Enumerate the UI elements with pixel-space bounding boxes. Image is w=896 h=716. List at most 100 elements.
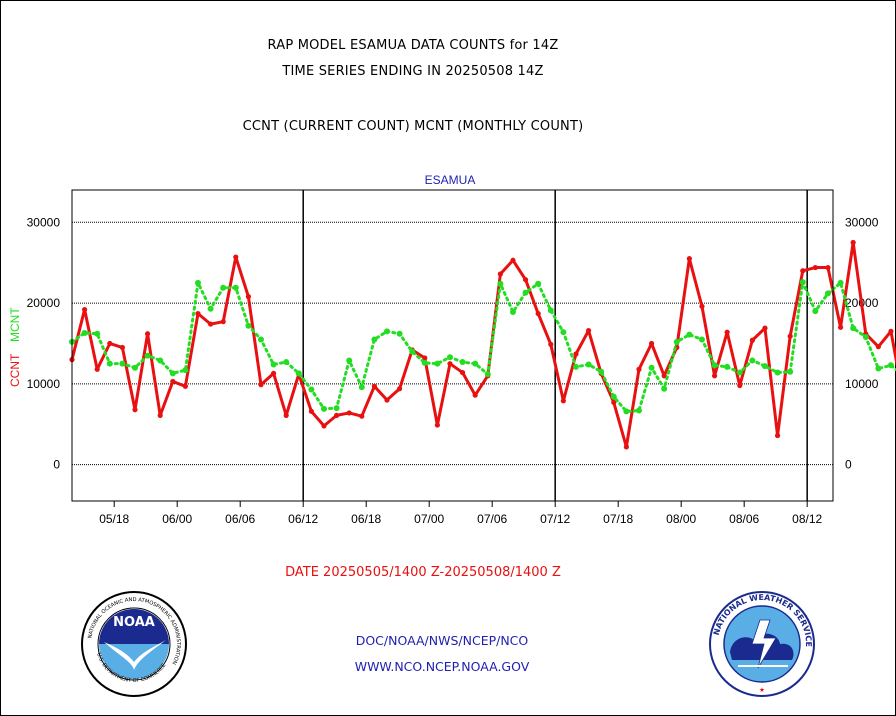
point-mcnt: [94, 330, 101, 337]
point-mcnt: [283, 359, 290, 366]
point-mcnt: [232, 284, 239, 291]
point-mcnt: [610, 393, 617, 400]
point-mcnt: [812, 308, 819, 315]
point-mcnt: [736, 369, 743, 376]
y-tick-label-left: 30000: [27, 215, 61, 229]
point-mcnt: [509, 308, 516, 315]
x-tick-label: 07/00: [414, 512, 444, 526]
point-mcnt: [308, 386, 315, 393]
y-tick-label-right: 30000: [845, 215, 879, 229]
point-ccnt: [762, 325, 768, 331]
point-ccnt: [359, 413, 365, 419]
point-mcnt: [182, 367, 189, 374]
point-mcnt: [484, 371, 491, 378]
point-ccnt: [283, 412, 289, 418]
point-ccnt: [459, 369, 466, 376]
point-ccnt: [434, 422, 440, 428]
point-ccnt: [270, 370, 277, 376]
point-mcnt: [169, 370, 176, 377]
point-ccnt: [321, 423, 327, 429]
point-ccnt: [157, 412, 163, 418]
point-mcnt: [131, 364, 138, 371]
point-mcnt: [572, 363, 579, 370]
point-mcnt: [446, 354, 453, 361]
data-series: [69, 239, 896, 450]
point-ccnt: [850, 239, 856, 246]
y-tick-label-right: 0: [845, 458, 852, 472]
point-mcnt: [547, 307, 554, 314]
point-mcnt: [862, 334, 869, 341]
nws-logo-icon: ★ NATIONAL WEATHER SERVICE: [709, 591, 815, 697]
point-mcnt: [799, 279, 806, 286]
point-mcnt: [598, 368, 605, 375]
x-tick-label: 08/00: [666, 512, 696, 526]
day-boundary-lines: [302, 190, 808, 501]
noaa-logo-label: NOAA: [113, 615, 155, 630]
point-mcnt: [320, 405, 327, 412]
point-ccnt: [875, 344, 881, 350]
point-mcnt: [887, 362, 894, 369]
chart-title-line-2: TIME SERIES ENDING IN 20250508 14Z: [282, 64, 544, 79]
point-ccnt: [472, 392, 478, 398]
plot-frame: [71, 189, 834, 502]
point-mcnt: [459, 359, 466, 366]
point-mcnt: [875, 365, 882, 372]
y-tick-label-left: 0: [53, 458, 60, 472]
point-mcnt: [220, 284, 227, 291]
point-mcnt: [346, 357, 353, 364]
point-ccnt: [233, 254, 239, 260]
x-tick-label: 08/12: [792, 512, 822, 526]
point-ccnt: [144, 331, 151, 337]
point-mcnt: [245, 322, 252, 329]
point-ccnt: [573, 351, 579, 357]
point-mcnt: [333, 405, 340, 412]
point-mcnt: [396, 330, 403, 337]
point-ccnt: [636, 366, 642, 372]
point-mcnt: [270, 361, 277, 368]
point-ccnt: [837, 324, 844, 330]
point-mcnt: [824, 290, 831, 297]
point-ccnt: [774, 432, 781, 439]
point-ccnt: [308, 408, 314, 414]
y-label-ccnt: CCNT: [8, 353, 22, 387]
y-tick-label-left: 20000: [27, 296, 61, 310]
point-ccnt: [333, 412, 340, 418]
point-ccnt: [812, 264, 818, 271]
point-mcnt: [749, 357, 756, 364]
point-ccnt: [787, 333, 793, 339]
point-ccnt: [737, 382, 743, 389]
point-ccnt: [585, 327, 592, 334]
point-ccnt: [661, 373, 667, 379]
point-mcnt: [585, 361, 592, 368]
point-mcnt: [295, 370, 302, 377]
point-ccnt: [119, 344, 125, 351]
point-ccnt: [384, 397, 390, 403]
point-ccnt: [207, 321, 214, 327]
point-mcnt: [81, 329, 88, 336]
x-tick-label: 07/12: [540, 512, 570, 526]
x-tick-label: 07/06: [477, 512, 507, 526]
point-ccnt: [648, 340, 655, 347]
point-ccnt: [888, 328, 894, 334]
point-ccnt: [800, 268, 806, 274]
org-path-text: DOC/NOAA/NWS/NCEP/NCO: [355, 633, 529, 648]
point-ccnt: [560, 398, 566, 404]
point-ccnt: [749, 337, 755, 343]
point-mcnt: [421, 359, 428, 366]
point-mcnt: [724, 363, 731, 370]
point-mcnt: [409, 348, 416, 355]
point-mcnt: [648, 364, 655, 371]
x-tick-label: 07/18: [603, 512, 633, 526]
point-ccnt: [220, 319, 226, 325]
point-ccnt: [182, 383, 188, 389]
point-ccnt: [396, 386, 403, 392]
point-mcnt: [119, 360, 126, 367]
point-mcnt: [106, 360, 113, 367]
point-mcnt: [371, 336, 378, 343]
x-tick-label: 06/18: [351, 512, 381, 526]
point-ccnt: [611, 399, 617, 406]
point-mcnt: [761, 363, 768, 370]
point-ccnt: [497, 271, 503, 277]
point-mcnt: [358, 384, 365, 391]
